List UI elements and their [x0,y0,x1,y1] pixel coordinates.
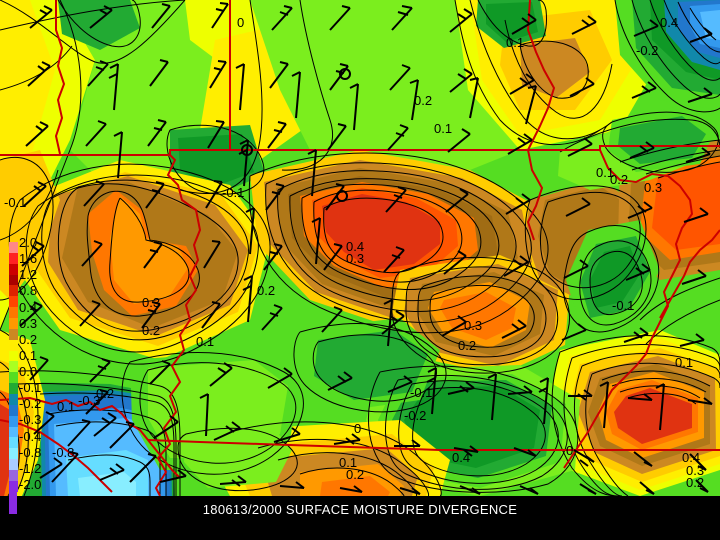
legend-swatch [9,318,18,329]
contour-label: 0.4 [346,239,364,254]
contour-label: 0.1 [196,334,214,349]
state-boundaries [0,0,720,496]
legend-swatch [9,242,18,253]
contour-label: -0.1 [410,385,432,400]
station-circle-icon [336,190,348,202]
legend-swatch [9,459,18,471]
legend-swatch [9,274,18,286]
contour-label: 0.1 [596,165,614,180]
station-circle-icon [241,144,253,156]
legend-swatch [9,404,18,416]
map-display-panel[interactable]: 0 0.1 0.4 -0.2 0.2 0.1 -0.1 0.1 0.2 0.3 … [0,0,720,496]
contour-label: -0.8 [52,445,74,460]
legend-bottom-marker [9,492,17,514]
contour-label: 0.2 [686,475,704,490]
contour-label: 0.2 [96,386,114,401]
legend-swatch [9,372,18,384]
legend-swatch [9,361,18,373]
title-bar: 180613/2000 SURFACE MOISTURE DIVERGENCE [0,496,720,540]
contour-label: 0.3 [464,318,482,333]
contour-label: 0.2 [142,323,160,338]
legend-swatch [9,350,18,362]
legend-swatch [9,480,18,492]
contour-label: 0.3 [644,180,662,195]
contour-label: 0.2 [610,172,628,187]
legend-swatch [9,437,18,449]
legend-swatch [9,470,18,481]
legend-swatch [9,252,18,264]
contour-label: -0.1 [4,195,26,210]
legend-swatch [9,263,18,275]
legend-swatch [9,296,18,308]
legend-swatch [9,285,18,297]
contour-label: -0.2 [636,43,658,58]
legend-swatch [9,339,18,351]
contour-label-group: 0 0.1 0.4 -0.2 0.2 0.1 -0.1 0.1 0.2 0.3 … [4,15,704,490]
contour-label: 0.2 [257,283,275,298]
contour-label: 0 [566,443,573,458]
contour-map-canvas[interactable]: 0 0.1 0.4 -0.2 0.2 0.1 -0.1 0.1 0.2 0.3 … [0,0,720,496]
color-scale-legend[interactable] [9,242,18,492]
contour-label: 0.4 [660,15,678,30]
station-circle-icon [339,68,351,80]
contour-label: 0.3 [346,251,364,266]
contour-label: 0.1 [339,455,357,470]
contour-label: -0.2 [404,408,426,423]
contour-label: -0.3 [78,393,100,408]
legend-swatch [9,448,18,460]
legend-swatch [9,415,18,427]
contour-label: 0 [237,15,244,30]
contour-label: -0.1 [612,298,634,313]
contour-label: 0.3 [142,295,160,310]
legend-swatch [9,328,18,340]
legend-swatch [9,426,18,438]
contour-label: 0.3 [686,463,704,478]
contour-label: 0.2 [414,93,432,108]
contour-label: 0.1 [434,121,452,136]
page-title: 180613/2000 SURFACE MOISTURE DIVERGENCE [202,502,518,517]
contour-label: 0.4 [682,450,700,465]
contour-label: 0.1 [675,355,693,370]
contour-label: 0 [354,421,361,436]
contour-label: 0.1 [506,35,524,50]
contour-label: 0.1 [57,399,75,414]
legend-swatch [9,307,18,319]
contour-label: -0.1 [222,185,244,200]
contour-label: 0.2 [346,467,364,482]
contour-label: 0.4 [452,450,470,465]
legend-swatch [9,394,18,405]
legend-swatch [9,383,18,395]
wind-barb-field [19,2,713,495]
contour-label: 0.2 [458,338,476,353]
